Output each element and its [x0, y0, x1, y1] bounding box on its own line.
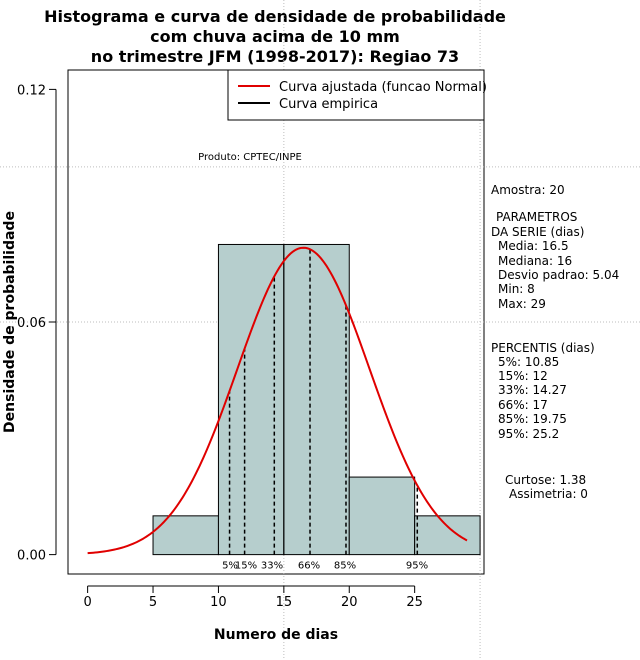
- stats-percentil-15: 15%: 12: [498, 369, 548, 383]
- stats-param-median: Mediana: 16: [498, 254, 572, 268]
- stats-params-heading-2: DA SERIE (dias): [491, 225, 584, 239]
- percentile-label-95pct: 95%: [406, 561, 428, 572]
- bars-layer: [152, 243, 481, 556]
- y-axis-title: Densidade de probabilidade: [2, 211, 18, 433]
- stats-percentil-85: 85%: 19.75: [498, 412, 567, 426]
- y-tick-label-1: 0.06: [17, 316, 46, 331]
- chart-title-line-2: com chuva acima de 10 mm: [150, 27, 400, 46]
- percentile-label-5pct: 5%: [222, 561, 238, 572]
- x-tick-label-1: 5: [149, 595, 157, 610]
- histogram-bar-3: [348, 476, 416, 556]
- stats-percentil-95: 95%: 25.2: [498, 427, 559, 441]
- legend-box: [227, 69, 485, 121]
- x-tick-label-2: 10: [210, 595, 227, 610]
- x-tick-label-3: 15: [276, 595, 293, 610]
- percentile-lines-layer: 5%15% 33% 66% 85% 95%: [222, 244, 428, 572]
- fit-curve-layer: [87, 246, 468, 555]
- percentile-label-33pct: 33%: [261, 561, 283, 572]
- stats-percentil-33: 33%: 14.27: [498, 383, 567, 397]
- stats-param-mean: Media: 16.5: [498, 239, 569, 253]
- legend-fit-label: Curva ajustada (funcao Normal): [279, 80, 487, 95]
- stats-param-min: Min: 8: [498, 282, 535, 296]
- stats-skewness: Assimetria: 0: [509, 487, 588, 501]
- stats-percentil-66: 66%: 17: [498, 398, 548, 412]
- y-tick-label-2: 0.12: [17, 83, 46, 98]
- percentile-label-15pct: 15%: [235, 561, 257, 572]
- axes-layer: 0 5 10 15 20 25 0.00 0.06 0.12: [17, 83, 423, 610]
- histogram-bar-4: [414, 515, 481, 556]
- legend: Curva ajustada (funcao Normal) Curva emp…: [227, 69, 487, 121]
- x-tick-label-0: 0: [83, 595, 91, 610]
- normal-fit-curve: [87, 246, 468, 555]
- stats-percentis-heading: PERCENTIS (dias): [491, 341, 595, 355]
- stats-panel: Amostra: 20 PARAMETROS DA SERIE (dias) M…: [491, 183, 619, 501]
- stats-param-sd: Desvio padrao: 5.04: [498, 268, 619, 282]
- legend-empirical-label: Curva empirica: [279, 97, 378, 112]
- stats-params-heading-1: PARAMETROS: [496, 210, 577, 224]
- product-credit: Produto: CPTEC/INPE: [198, 152, 302, 163]
- chart-title-line-3: no trimestre JFM (1998-2017): Regiao 73: [91, 47, 459, 66]
- percentile-label-66pct: 66%: [298, 561, 320, 572]
- percentile-label-85pct: 85%: [334, 561, 356, 572]
- y-tick-label-0: 0.00: [17, 549, 46, 564]
- stats-sample: Amostra: 20: [491, 183, 565, 197]
- x-axis-title: Numero de dias: [214, 627, 338, 643]
- stats-param-max: Max: 29: [498, 297, 546, 311]
- x-tick-label-5: 25: [406, 595, 423, 610]
- x-tick-label-4: 20: [341, 595, 358, 610]
- chart-title-line-1: Histograma e curva de densidade de proba…: [44, 7, 506, 26]
- stats-kurtosis: Curtose: 1.38: [505, 473, 586, 487]
- stats-percentil-5: 5%: 10.85: [498, 355, 559, 369]
